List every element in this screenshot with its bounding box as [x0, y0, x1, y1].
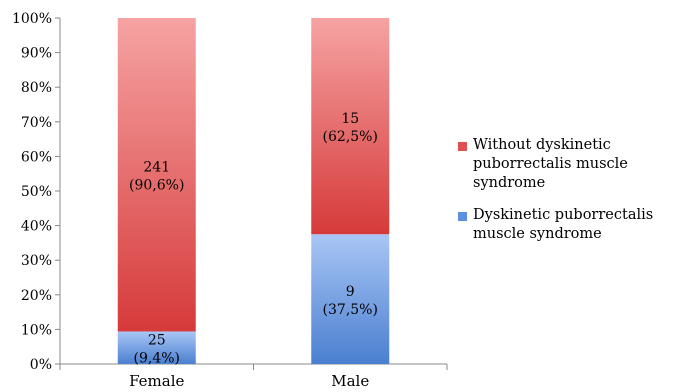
data-label-percent: (62,5%): [323, 129, 378, 145]
chart-axes: 0% 10% 20% 30% 40% 50% 60% 70% 80% 90% 100% Female M…: [12, 11, 448, 390]
y-tick-label: 100%: [12, 11, 52, 27]
legend-swatch-dyskinetic: [458, 212, 467, 221]
y-tick-label: 60%: [21, 149, 52, 165]
data-label-percent: (9,4%): [134, 351, 181, 367]
x-category-label: Male: [331, 372, 369, 390]
y-tick-label: 20%: [21, 288, 52, 304]
bar-male-series-0: [311, 234, 390, 364]
y-tick-label: 70%: [21, 115, 52, 131]
legend-swatch-without: [458, 142, 467, 151]
chart-data-labels: 25 (9,4%) 241 (90,6%) 9 (37,5%) 15 (62,5%): [129, 111, 378, 367]
data-label-count: 241: [143, 160, 170, 176]
chart-legend: Without dyskinetic puborrectalis muscle …: [458, 0, 677, 392]
legend-label-dyskinetic: Dyskinetic puborrectalis muscle syndrome: [473, 207, 654, 242]
y-tick-label: 80%: [21, 80, 52, 96]
legend-label-without: Without dyskinetic puborrectalis muscle …: [473, 137, 628, 191]
y-tick-label: 90%: [21, 46, 52, 62]
y-tick-label: 50%: [21, 184, 52, 200]
data-label-percent: (90,6%): [129, 178, 184, 194]
y-tick-label: 10%: [21, 322, 52, 338]
bar-female-series-1: [117, 18, 196, 332]
bar-female-series-0: [117, 331, 196, 364]
bar-male-series-1: [311, 18, 390, 235]
y-tick-label: 0%: [30, 357, 52, 373]
legend-item-without: Without dyskinetic puborrectalis muscle …: [458, 136, 628, 193]
data-label-count: 9: [346, 284, 355, 300]
x-category-label: Female: [129, 372, 184, 390]
legend-item-dyskinetic: Dyskinetic puborrectalis muscle syndrome: [458, 206, 653, 244]
y-tick-label: 30%: [21, 253, 52, 269]
chart-bars: [117, 18, 390, 364]
data-label-percent: (37,5%): [323, 302, 378, 318]
data-label-count: 15: [341, 111, 359, 127]
data-label-count: 25: [148, 333, 166, 349]
y-tick-label: 40%: [21, 219, 52, 235]
